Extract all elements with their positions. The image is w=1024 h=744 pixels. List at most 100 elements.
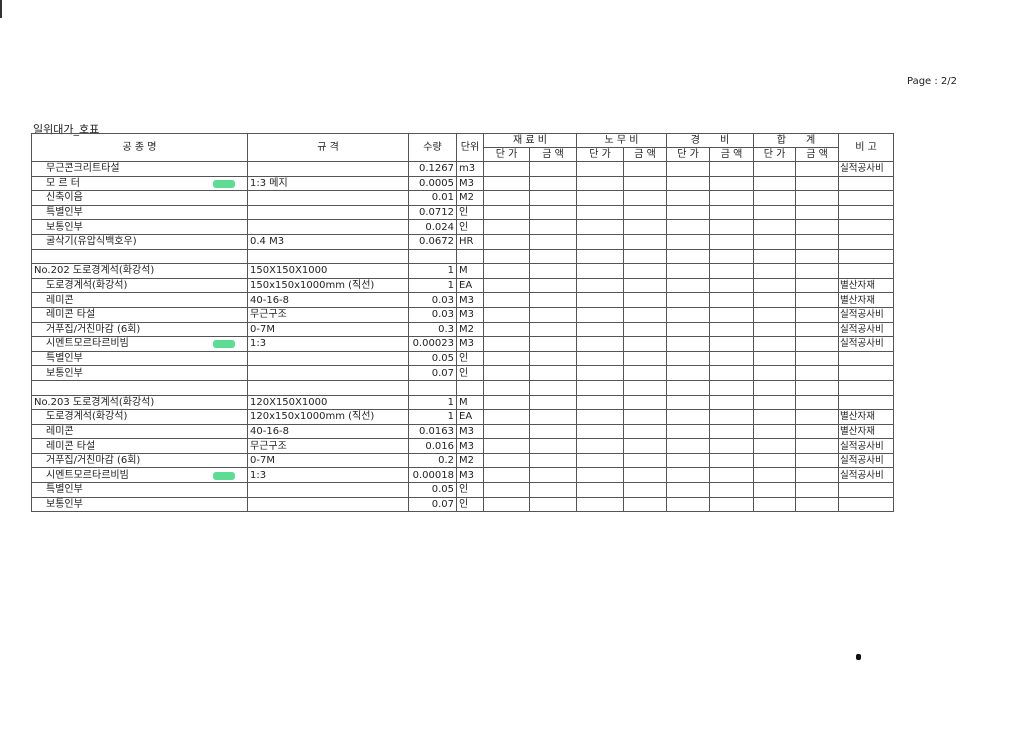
table-row: 특별인부 0.05 인: [31, 482, 894, 498]
item-note: 별산자재: [838, 409, 894, 425]
item-qty-text: 0.00023: [412, 338, 454, 350]
item-unit: M3: [456, 175, 484, 192]
cost-cell: [576, 423, 624, 440]
cost-cell: [483, 379, 530, 396]
cost-cell: [666, 306, 710, 323]
item-note: [838, 219, 894, 235]
cost-cell: [576, 248, 624, 265]
cost-cell: [795, 350, 839, 367]
item-note: 실적공사비: [838, 306, 894, 323]
cost-cell: [576, 379, 624, 396]
cost-cell: [795, 219, 839, 235]
item-qty: 0.00023: [408, 336, 457, 352]
cost-cell: [576, 306, 624, 323]
item-name: 시멘트모르타르비빔: [31, 336, 248, 352]
item-name: 도로경계석(화강석): [31, 409, 248, 425]
cost-cell: [483, 306, 530, 323]
cost-cell: [576, 336, 624, 352]
item-spec: 150x150x1000mm (직선): [247, 277, 409, 294]
item-spec: 150X150X1000: [247, 263, 409, 279]
table-row: 레미콘 40-16-8 0.03 M3 별산자재: [31, 292, 894, 308]
cost-cell: [753, 175, 796, 192]
cost-cell: [666, 423, 710, 440]
cost-cell: [666, 365, 710, 381]
cost-cell: [709, 409, 754, 425]
item-unit: [456, 379, 484, 396]
item-name-text: 레미콘 타설: [46, 309, 96, 321]
item-name: No.202 도로경계석(화강석): [31, 263, 248, 279]
subheader-unit-price: 단 가: [666, 147, 710, 162]
item-note: [838, 394, 894, 411]
cost-cell: [753, 204, 796, 221]
cost-cell: [795, 365, 839, 381]
table-row: 레미콘 타설 무근구조 0.03 M3 실적공사비: [31, 306, 894, 323]
cost-cell: [795, 190, 839, 206]
item-qty: 0.03: [408, 292, 457, 308]
cost-cell: [666, 190, 710, 206]
item-spec: 1:3 메지: [247, 175, 409, 192]
item-name-text: 보통인부: [46, 367, 83, 379]
cost-cell: [753, 248, 796, 265]
cost-cell: [576, 204, 624, 221]
item-qty-text: 0.2: [438, 455, 454, 467]
item-spec: [247, 350, 409, 367]
scan-edge-mark: [0, 0, 2, 18]
cost-cell: [623, 248, 667, 265]
item-name: 모 르 터: [31, 175, 248, 192]
cost-cell: [529, 409, 577, 425]
cost-cell: [753, 233, 796, 250]
item-qty-text: 0.07: [431, 498, 454, 510]
cost-cell: [623, 277, 667, 294]
cost-cell: [666, 452, 710, 469]
cost-cell: [529, 277, 577, 294]
cost-cell: [666, 321, 710, 338]
table-row: 시멘트모르타르비빔 1:3 0.00023 M3 실적공사비: [31, 336, 894, 352]
cost-cell: [709, 175, 754, 192]
cost-cell: [529, 306, 577, 323]
cost-cell: [666, 379, 710, 396]
subheader-unit-price: 단 가: [753, 147, 796, 162]
cost-cell: [529, 321, 577, 338]
item-unit: 인: [456, 365, 484, 381]
header-qty: 수량: [408, 133, 457, 162]
highlighter-mark: [213, 471, 235, 480]
item-spec-text: 1:3 메지: [250, 177, 288, 189]
item-note: 실적공사비: [838, 321, 894, 338]
table-row: 거푸집/거친마감 (6회) 0-7M 0.2 M2 실적공사비: [31, 452, 894, 469]
cost-cell: [709, 365, 754, 381]
item-spec: [247, 161, 409, 177]
item-unit: M3: [456, 336, 484, 352]
cost-cell: [529, 379, 577, 396]
cost-cell: [483, 321, 530, 338]
cost-cell: [483, 467, 530, 484]
item-spec: [247, 496, 409, 513]
item-name: 보통인부: [31, 219, 248, 235]
item-spec-text: 120X150X1000: [250, 396, 328, 408]
cost-cell: [709, 248, 754, 265]
item-qty-text: 0.0163: [419, 425, 454, 437]
item-spec: 120X150X1000: [247, 394, 409, 411]
item-spec: [247, 248, 409, 265]
item-unit-text: 인: [459, 221, 469, 233]
item-qty: 0.0005: [408, 175, 457, 192]
cost-cell: [483, 350, 530, 367]
cost-cell: [483, 292, 530, 308]
item-spec-text: 0.4 M3: [250, 236, 285, 248]
cost-cell: [483, 263, 530, 279]
item-note: [838, 248, 894, 265]
cost-cell: [576, 467, 624, 484]
cost-cell: [666, 409, 710, 425]
item-note: 실적공사비: [838, 438, 894, 454]
item-name: 특별인부: [31, 350, 248, 367]
cost-cell: [795, 336, 839, 352]
cost-cell: [795, 452, 839, 469]
cost-cell: [483, 219, 530, 235]
cost-cell: [623, 336, 667, 352]
item-name-text: No.203 도로경계석(화강석): [34, 396, 155, 408]
item-qty: [408, 248, 457, 265]
cost-cell: [576, 496, 624, 513]
cost-cell: [623, 161, 667, 177]
item-name-text: 보통인부: [46, 221, 83, 233]
cost-cell: [529, 482, 577, 498]
cost-cell: [666, 248, 710, 265]
